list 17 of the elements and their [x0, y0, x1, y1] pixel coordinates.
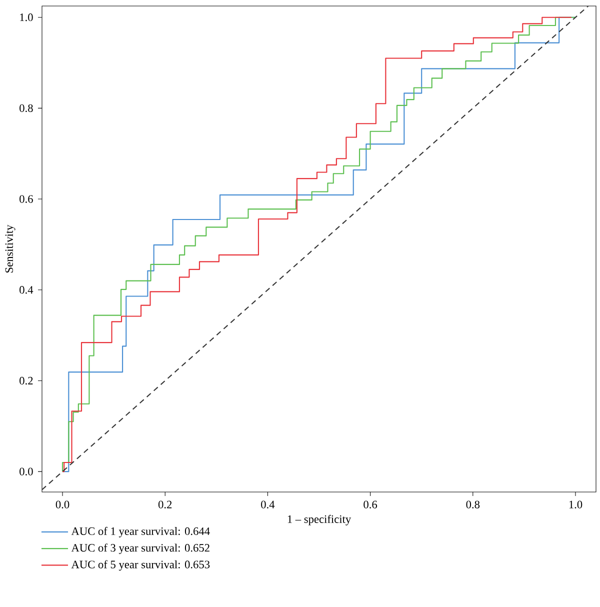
legend-label: AUC of 1 year survival: 0.644 [71, 526, 210, 538]
x-tick-label: 0.4 [261, 500, 275, 508]
y-tick-label: 0.8 [20, 104, 33, 112]
y-axis-title: Sensitivity [5, 224, 16, 272]
x-tick-label: 0.2 [158, 500, 172, 508]
y-tick-label: 0.4 [20, 286, 34, 294]
legend-label: AUC of 3 year survival: 0.652 [71, 544, 210, 554]
x-tick-label: 0.0 [56, 500, 70, 508]
x-tick-label: 1.0 [569, 500, 582, 508]
x-tick-label: 0.8 [466, 500, 480, 508]
y-tick-label: 0.0 [20, 468, 33, 476]
y-tick-label: 0.6 [20, 195, 33, 203]
x-axis-title: 1 – specificity [288, 514, 352, 526]
x-tick-label: 0.6 [364, 500, 378, 508]
y-tick-label: 1.0 [20, 14, 33, 22]
legend-label: AUC of 5 year survival: 0.653 [71, 560, 210, 571]
y-tick-label: 0.2 [20, 376, 33, 385]
